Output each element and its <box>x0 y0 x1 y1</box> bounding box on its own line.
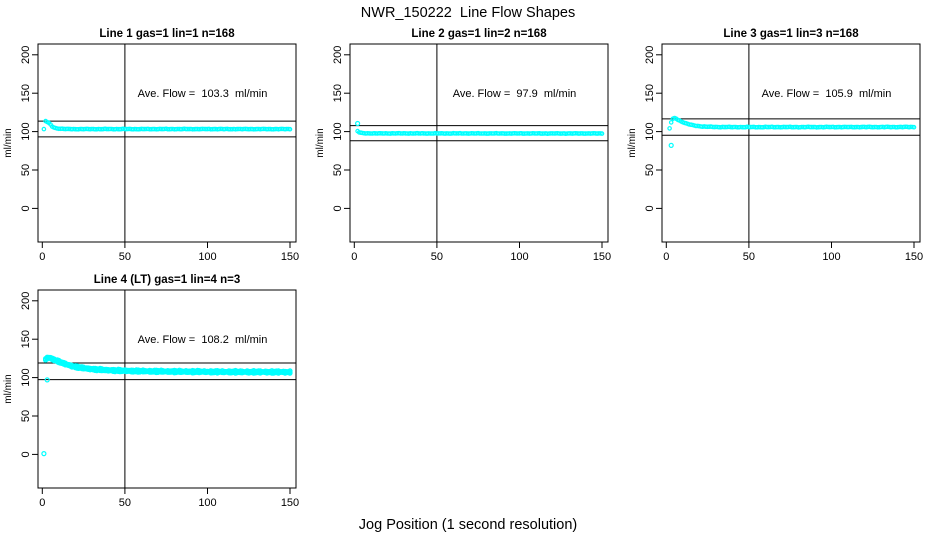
figure-title: NWR_150222 Line Flow Shapes <box>360 5 576 21</box>
outlier-point <box>668 142 674 148</box>
y-tick-label: 150 <box>20 84 32 102</box>
x-tick-label: 150 <box>593 251 611 263</box>
x-tick-label: 0 <box>663 251 669 263</box>
panel-line-4: Line 4 (LT) gas=1 lin=4 n=3 Ave. Flow = 1… <box>3 274 299 509</box>
data-point <box>41 126 47 132</box>
x-tick-label: 150 <box>905 251 923 263</box>
panel-title: Line 1 gas=1 lin=1 n=168 <box>99 28 235 40</box>
plot-box <box>661 43 921 243</box>
panel-line-2: Line 2 gas=1 lin=2 n=168 Ave. Flow = 97.9… <box>315 28 611 263</box>
panel-line-1: Line 1 gas=1 lin=1 n=168 Ave. Flow = 103.… <box>3 28 299 263</box>
data-point <box>287 126 293 132</box>
y-tick-label: 150 <box>644 84 656 102</box>
y-tick-label: 100 <box>332 122 344 140</box>
plot-box <box>349 43 609 243</box>
outlier-point <box>355 120 361 127</box>
x-tick-label: 150 <box>281 251 299 263</box>
panel-line-3: Line 3 gas=1 lin=3 n=168 Ave. Flow = 105.… <box>627 28 923 263</box>
x-tick-label: 100 <box>198 251 216 263</box>
y-tick-label: 50 <box>332 164 344 176</box>
y-tick-label: 0 <box>20 451 32 457</box>
y-tick-label: 50 <box>20 164 32 176</box>
x-tick-label: 50 <box>431 251 443 263</box>
data-point <box>599 131 605 136</box>
data-point <box>209 368 215 374</box>
panel-title: Line 4 (LT) gas=1 lin=4 n=3 <box>94 274 240 286</box>
panel-title: Line 2 gas=1 lin=2 n=168 <box>411 28 547 40</box>
y-tick-label: 150 <box>332 84 344 102</box>
data-point <box>277 369 283 375</box>
y-tick-label: 50 <box>20 410 32 422</box>
x-tick-label: 50 <box>119 251 131 263</box>
ave-flow-annotation: Ave. Flow = 103.3 ml/min <box>138 88 268 100</box>
y-tick-label: 0 <box>644 205 656 211</box>
y-axis-label: ml/min <box>3 374 14 403</box>
x-tick-label: 0 <box>39 251 45 263</box>
y-tick-label: 200 <box>20 292 32 310</box>
ave-flow-annotation: Ave. Flow = 105.9 ml/min <box>762 88 892 100</box>
plot-box <box>37 289 297 489</box>
x-tick-label: 50 <box>743 251 755 263</box>
y-tick-label: 200 <box>332 46 344 64</box>
data-point <box>161 368 168 374</box>
outlier-point <box>41 451 47 457</box>
plot-box <box>37 43 297 243</box>
y-tick-label: 200 <box>20 46 32 64</box>
ave-flow-annotation: Ave. Flow = 97.9 ml/min <box>453 88 577 100</box>
x-tick-label: 50 <box>119 497 131 509</box>
x-tick-label: 150 <box>281 497 299 509</box>
outlier-point <box>44 377 50 383</box>
data-point <box>667 126 672 131</box>
x-tick-label: 0 <box>39 497 45 509</box>
y-tick-label: 0 <box>332 205 344 211</box>
x-tick-label: 100 <box>198 497 216 509</box>
y-axis-label: ml/min <box>3 128 14 157</box>
y-axis-label: ml/min <box>627 128 638 157</box>
y-tick-label: 200 <box>644 46 656 64</box>
data-point <box>911 124 917 130</box>
y-tick-label: 100 <box>20 122 32 140</box>
data-point <box>152 367 158 373</box>
panel-title: Line 3 gas=1 lin=3 n=168 <box>723 28 859 40</box>
figure-xlabel: Jog Position (1 second resolution) <box>358 517 578 533</box>
x-tick-label: 100 <box>510 251 528 263</box>
x-tick-label: 100 <box>822 251 840 263</box>
x-tick-label: 0 <box>351 251 357 263</box>
y-tick-label: 100 <box>644 122 656 140</box>
data-point <box>668 120 674 125</box>
y-axis-label: ml/min <box>315 128 326 157</box>
data-point <box>287 368 293 374</box>
y-tick-label: 150 <box>20 330 32 348</box>
y-tick-label: 100 <box>20 368 32 386</box>
y-tick-label: 50 <box>644 164 656 176</box>
y-tick-label: 0 <box>20 205 32 211</box>
ave-flow-annotation: Ave. Flow = 108.2 ml/min <box>138 334 268 346</box>
